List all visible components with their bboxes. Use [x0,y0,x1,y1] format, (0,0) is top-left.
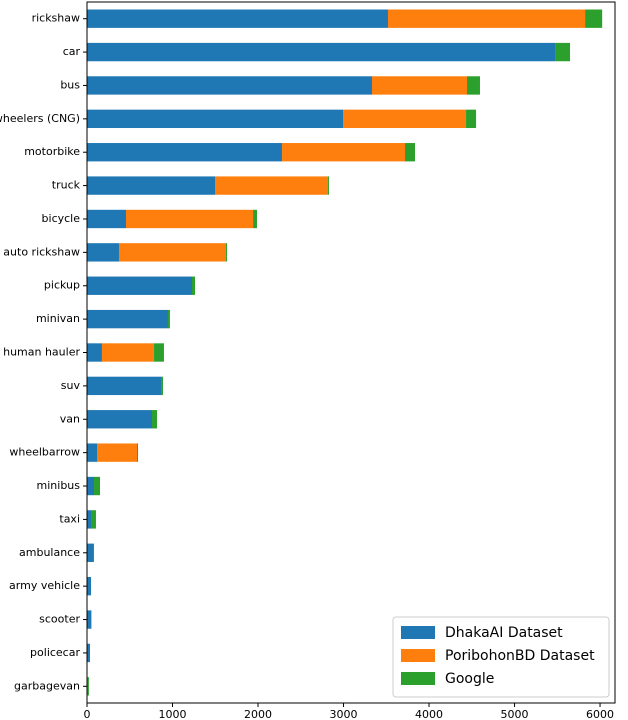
bar [87,510,92,529]
y-tick-label: army vehicle [9,579,80,592]
bar [87,9,388,28]
x-tick-label: 5000 [501,708,529,720]
x-tick-label: 4000 [415,708,443,720]
y-tick-label: pickup [44,279,80,292]
legend-swatch [401,626,435,639]
bar [87,610,92,629]
y-tick-label: bus [60,78,80,91]
x-tick-label: 2000 [244,708,272,720]
bar [87,42,556,62]
bar [253,209,257,229]
bar [343,109,467,129]
legend-label: PoribohonBD Dataset [445,648,595,664]
y-tick-label: rickshaw [32,12,80,25]
bar [371,76,467,95]
bar [87,343,102,362]
x-tick-label: 0 [84,708,91,720]
bar [387,9,586,28]
bar [226,243,228,262]
y-tick-label: auto rickshaw [3,245,80,258]
y-tick-label: truck [52,179,81,192]
bar [87,410,152,429]
legend-swatch [401,649,435,662]
legend-box [392,616,610,698]
bar [585,9,603,28]
bar [87,376,162,396]
bar [87,309,168,329]
y-tick-label: human hauler [3,346,80,359]
bar [87,243,119,262]
bar [154,343,164,362]
y-tick-label: suv [61,379,81,392]
y-tick-label: van [60,412,80,425]
bar [215,176,329,195]
bar [87,209,126,229]
bar [118,243,227,262]
y-tick-label: taxi [59,512,80,525]
bar [466,76,480,95]
y-tick-label: car [63,45,81,58]
bar [282,143,405,162]
y-tick-label: minivan [36,312,80,325]
bar [466,109,477,129]
legend-label: Google [445,671,494,687]
bar [97,443,138,462]
bar [87,543,93,562]
bar [92,543,95,562]
legend: DhakaAI Dataset PoribohonBD Dataset Google [392,616,610,698]
bar [87,276,193,295]
bar [137,443,139,462]
y-tick-label: motorbike [24,145,80,158]
bar [404,143,416,162]
bar [87,76,372,95]
y-tick-label: wheelbarrow [9,446,80,459]
y-tick-label: bicycle [42,212,81,225]
bar [94,476,100,496]
x-tick-label: 1000 [159,708,187,720]
bar [192,276,195,295]
legend-swatch [401,672,435,685]
bar [87,143,283,162]
y-tick-label: minibus [37,479,81,492]
y-tick-label: wheelers (CNG) [0,112,80,125]
x-tick-label: 3000 [330,708,358,720]
bar [87,643,90,663]
bar [87,476,95,496]
bar [87,109,344,129]
legend-label: DhakaAI Dataset [445,625,563,641]
bar [555,42,571,62]
bar [87,443,98,462]
bar [125,209,254,229]
bar [328,176,329,195]
x-tick-label: 6000 [586,708,614,720]
y-tick-label: scooter [39,613,80,626]
bar [87,677,89,696]
y-tick-label: policecar [30,646,80,659]
y-tick-label: ambulance [19,546,80,559]
y-tick-label: garbagevan [14,679,80,692]
bar [161,376,164,396]
bar [87,176,216,195]
bar [87,576,92,596]
bar [91,510,96,529]
bar [151,410,158,429]
bar [101,343,155,362]
plot-frame [86,1,616,704]
bar [167,309,170,329]
